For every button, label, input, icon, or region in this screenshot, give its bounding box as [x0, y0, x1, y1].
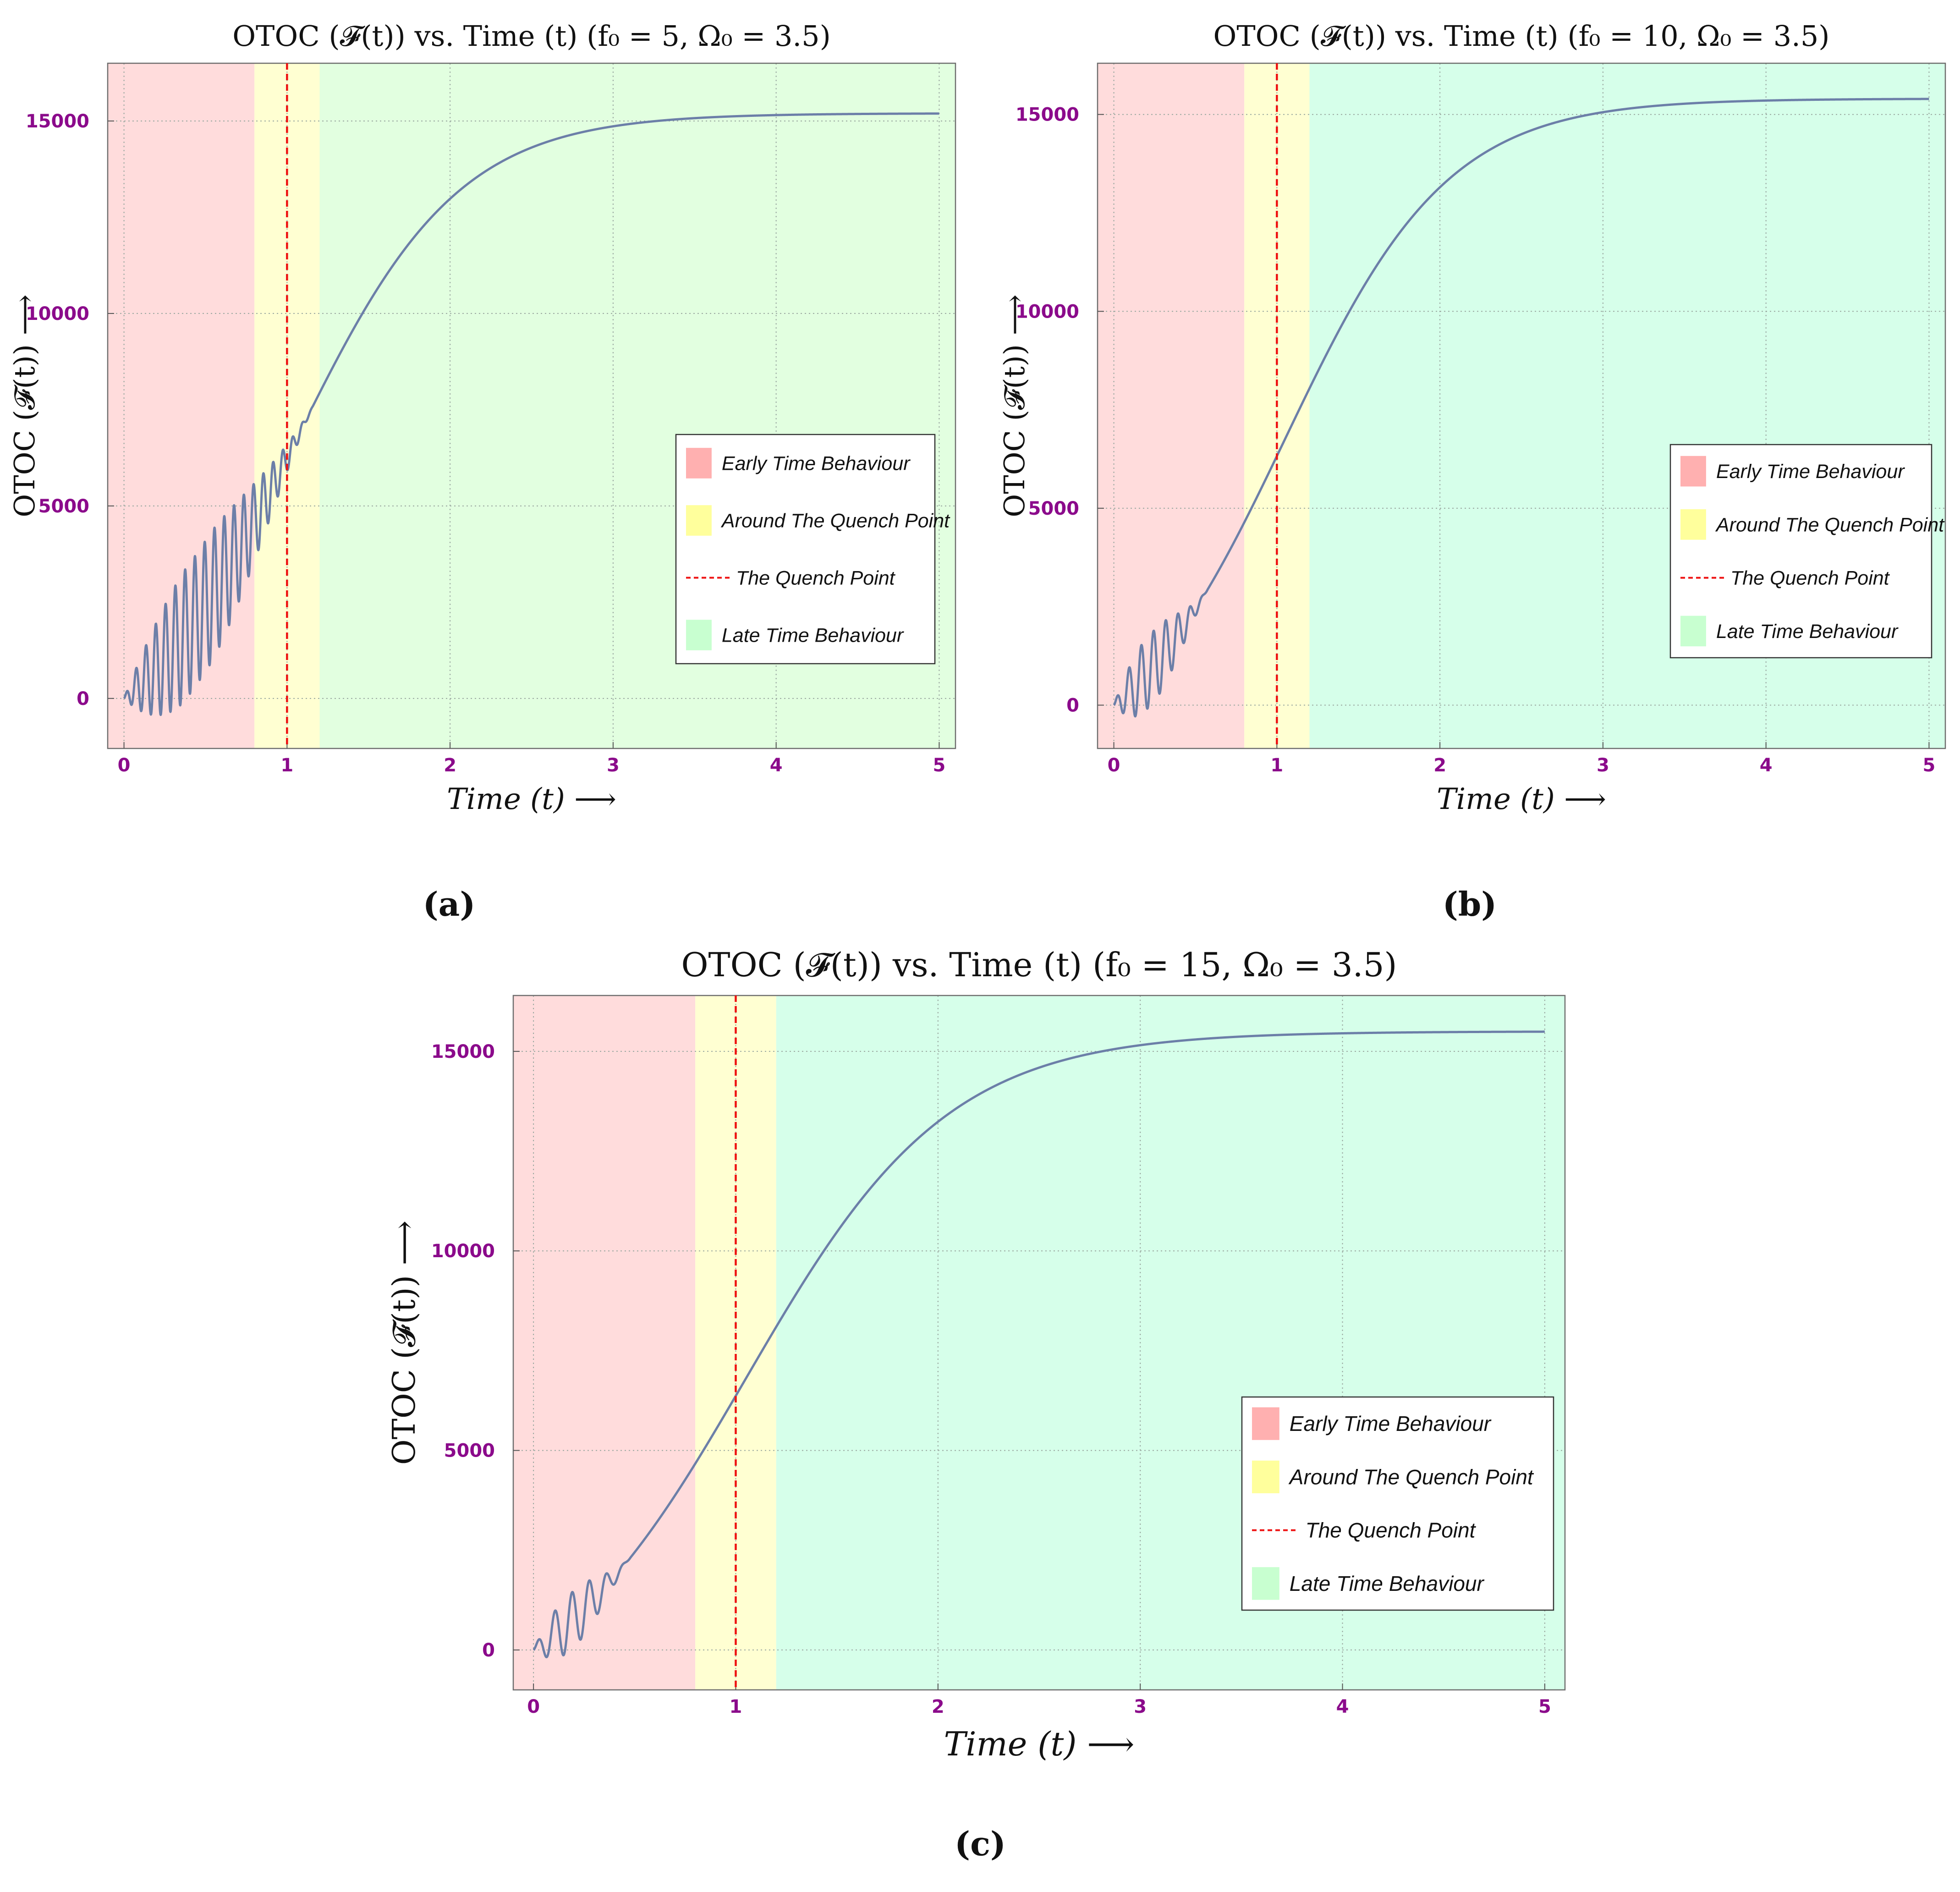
legend-early-label: Early Time Behaviour: [1290, 1412, 1492, 1436]
legend-late-label: Late Time Behaviour: [722, 625, 904, 647]
x-axis-title: Time (t) ⟶: [447, 782, 616, 816]
x-tick-label: 2: [932, 1696, 944, 1717]
caption-b: (b): [1442, 885, 1497, 924]
caption-c: (c): [955, 1824, 1006, 1863]
chart-panel-c: 0 1 2 3 4 5 0 5000 10000 15000 OTOC (𝓕(t)) vs. Tim…: [376, 946, 1586, 1783]
y-tick-label: 10000: [431, 1241, 495, 1262]
x-tick-label: 4: [1760, 755, 1773, 776]
chart-panel-b: 0 1 2 3 4 5 0 5000 10000 15000 OTOC (𝓕(t)) vs. Tim…: [990, 14, 1960, 820]
early-region: [1098, 63, 1245, 748]
x-axis-title: Time (t) ⟶: [1437, 782, 1606, 816]
legend-box: [675, 434, 936, 665]
otoc-curve: [1113, 98, 1930, 718]
legend: Early Time Behaviour Around The Quench Po…: [1669, 444, 1945, 659]
legend-early-label: Early Time Behaviour: [1716, 461, 1905, 483]
otoc-chart-b: 0 1 2 3 4 5 0 5000 10000 15000 OTOC (𝓕(t)) vs. Tim…: [998, 19, 1946, 816]
y-tick-label: 15000: [1016, 104, 1079, 126]
early-region: [513, 996, 696, 1690]
x-tick-label: 2: [444, 755, 456, 776]
legend-around-quench-label: Around The Quench Point: [1715, 514, 1945, 536]
x-tick-label: 3: [1134, 1696, 1147, 1717]
y-tick-label: 5000: [1028, 498, 1079, 519]
y-tick-label: 0: [1066, 695, 1079, 716]
legend-box: [1669, 444, 1933, 659]
chart-title: OTOC (𝓕(t)) vs. Time (t) (f₀ = 10, Ω₀ = …: [1213, 19, 1829, 53]
x-tick-label: 4: [1336, 1696, 1349, 1717]
x-tick-label: 0: [527, 1696, 540, 1717]
legend: Early Time Behaviour Around The Quench Po…: [675, 434, 950, 665]
legend-late-swatch: [1680, 616, 1706, 647]
legend-around-quench-swatch: [686, 505, 712, 536]
x-tick-label: 4: [770, 755, 783, 776]
y-tick-label: 15000: [431, 1041, 495, 1062]
y-axis-title: OTOC (𝓕(t)) ⟶: [998, 294, 1031, 517]
x-axis-title: Time (t) ⟶: [944, 1725, 1134, 1763]
otoc-curve: [123, 112, 940, 716]
x-tick-label: 5: [933, 755, 946, 776]
legend-late-label: Late Time Behaviour: [1290, 1572, 1485, 1595]
plot-frame: [107, 62, 956, 749]
legend-early-swatch: [1252, 1407, 1279, 1440]
x-tick-label: 5: [1923, 755, 1936, 776]
plot-frame: [1097, 62, 1946, 749]
legend-late-swatch: [686, 620, 712, 650]
legend-quench-point-label: The Quench Point: [1306, 1518, 1477, 1542]
otoc-chart-c: 0 1 2 3 4 5 0 5000 10000 15000 OTOC (𝓕(t)) vs. Tim…: [386, 946, 1566, 1763]
x-tick-label: 1: [1270, 755, 1283, 776]
x-tick-label: 5: [1538, 1696, 1551, 1717]
y-axis-title: OTOC (𝓕(t)) ⟶: [8, 294, 41, 517]
x-tick-label: 3: [1597, 755, 1609, 776]
legend-late-swatch: [1252, 1567, 1279, 1600]
caption-a: (a): [423, 885, 476, 924]
legend-early-swatch: [1680, 456, 1706, 487]
y-tick-label: 0: [77, 688, 89, 710]
early-region: [108, 63, 255, 748]
x-tick-label: 1: [280, 755, 293, 776]
legend-quench-point-label: The Quench Point: [736, 567, 896, 589]
y-tick-label: 0: [482, 1640, 495, 1661]
x-tick-label: 2: [1433, 755, 1446, 776]
legend-late-label: Late Time Behaviour: [1716, 621, 1899, 643]
x-tick-label: 0: [1108, 755, 1120, 776]
y-tick-label: 10000: [26, 303, 89, 324]
y-tick-label: 15000: [26, 111, 89, 132]
y-tick-label: 5000: [444, 1441, 495, 1462]
legend-around-quench-swatch: [1680, 509, 1706, 540]
y-tick-label: 5000: [38, 496, 89, 517]
legend-early-swatch: [686, 448, 712, 478]
x-tick-label: 1: [730, 1696, 742, 1717]
x-tick-label: 3: [607, 755, 620, 776]
otoc-curve: [533, 1030, 1546, 1659]
otoc-chart-a: 0 1 2 3 4 5 0 5000 10000 15000 OTOC (𝓕(t)) vs. Tim…: [8, 19, 956, 816]
legend-box: [1241, 1396, 1554, 1611]
legend-around-quench-label: Around The Quench Point: [720, 510, 950, 532]
legend-early-label: Early Time Behaviour: [722, 453, 911, 475]
y-axis-title: OTOC (𝓕(t)) ⟶: [386, 1221, 423, 1465]
legend-around-quench-swatch: [1252, 1460, 1279, 1494]
legend-quench-point-label: The Quench Point: [1730, 567, 1890, 589]
chart-title: OTOC (𝓕(t)) vs. Time (t) (f₀ = 15, Ω₀ = …: [681, 946, 1397, 984]
chart-title: OTOC (𝓕(t)) vs. Time (t) (f₀ = 5, Ω₀ = 3…: [232, 19, 831, 53]
plot-frame: [512, 995, 1566, 1691]
legend-around-quench-label: Around The Quench Point: [1288, 1465, 1534, 1489]
x-tick-label: 0: [118, 755, 131, 776]
y-tick-label: 10000: [1016, 301, 1079, 322]
legend: Early Time Behaviour Around The Quench Po…: [1241, 1396, 1554, 1611]
chart-panel-a: 0 1 2 3 4 5 0 5000 10000 15000 OTOC (𝓕(t)) vs. Tim…: [0, 14, 981, 820]
